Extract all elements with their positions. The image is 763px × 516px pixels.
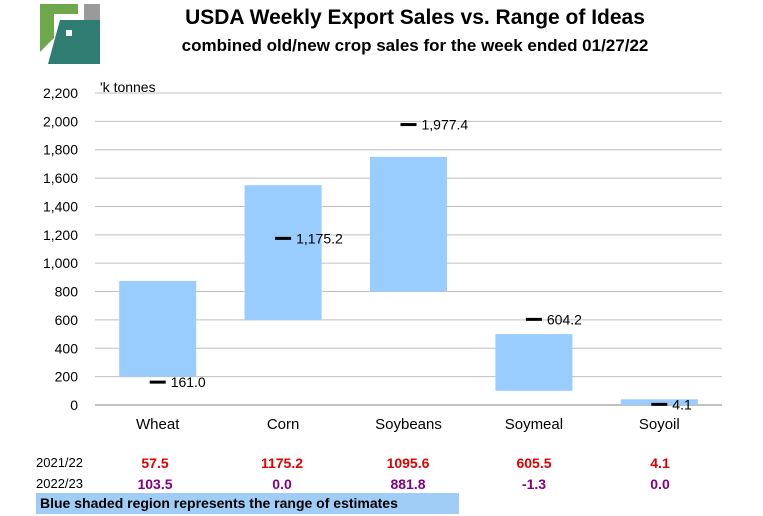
x-category-label: Soybeans xyxy=(375,416,442,433)
value-2021-22-wheat: 57.5 xyxy=(141,455,169,471)
x-category-label: Wheat xyxy=(136,416,180,433)
y-axis-label: 'k tonnes xyxy=(100,79,156,95)
y-tick-label: 1,400 xyxy=(43,198,78,214)
y-tick-label: 1,600 xyxy=(43,170,78,186)
value-2022-23-soymeal: -1.3 xyxy=(521,476,547,492)
actual-value-label: 1,175.2 xyxy=(296,230,343,246)
actual-value-label: 1,977.4 xyxy=(422,117,469,133)
actual-value-label: 4.1 xyxy=(672,396,692,412)
value-2022-23-soyoil: 0.0 xyxy=(650,476,670,492)
chart-area: 0 200 400 600 800 1,000 1,200 1,400 1,600 1,800 2,… xyxy=(43,79,722,433)
logo-teal-shape xyxy=(48,20,100,64)
y-tick-label: 1,000 xyxy=(43,255,78,271)
logo-green-shape xyxy=(40,4,78,52)
value-2021-22-soymeal: 605.5 xyxy=(516,455,552,471)
usda-logo xyxy=(40,4,100,64)
y-tick-label: 1,200 xyxy=(43,227,78,243)
range-bar-wheat xyxy=(119,280,197,377)
row-label-2022-23: 2022/23 xyxy=(36,476,83,491)
y-tick-label: 1,800 xyxy=(43,142,78,158)
x-category-label: Soymeal xyxy=(505,416,563,433)
y-tick-label: 400 xyxy=(55,340,79,356)
y-tick-label: 2,200 xyxy=(43,85,78,101)
value-2022-23-corn: 0.0 xyxy=(272,476,292,492)
y-tick-label: 0 xyxy=(70,397,78,413)
y-tick-label: 600 xyxy=(55,312,79,328)
x-category-label: Soyoil xyxy=(639,416,680,433)
actual-value-label: 161.0 xyxy=(171,374,206,390)
chart-subtitle: combined old/new crop sales for the week… xyxy=(181,36,649,55)
actual-value-label: 604.2 xyxy=(547,311,582,327)
value-2022-23-soybeans: 881.8 xyxy=(390,476,426,492)
chart-title: USDA Weekly Export Sales vs. Range of Id… xyxy=(185,6,645,29)
row-label-2021-22: 2021/22 xyxy=(36,455,83,470)
value-2021-22-soybeans: 1095.6 xyxy=(386,455,430,471)
range-bar-soyoil xyxy=(620,399,698,405)
logo-gray-square xyxy=(84,4,100,20)
y-tick-label: 200 xyxy=(55,369,79,385)
value-2021-22-corn: 1175.2 xyxy=(260,455,304,471)
range-bar-soymeal xyxy=(495,334,573,391)
y-tick-label: 2,000 xyxy=(43,113,78,129)
footnote-legend: Blue shaded region represents the range … xyxy=(36,493,459,514)
range-bar-soybeans xyxy=(370,156,447,292)
value-2022-23-wheat: 103.5 xyxy=(137,476,173,492)
y-tick-label: 800 xyxy=(55,284,79,300)
value-2021-22-soyoil: 4.1 xyxy=(650,455,670,471)
range-bar-corn xyxy=(244,185,322,320)
x-category-label: Corn xyxy=(267,416,300,433)
